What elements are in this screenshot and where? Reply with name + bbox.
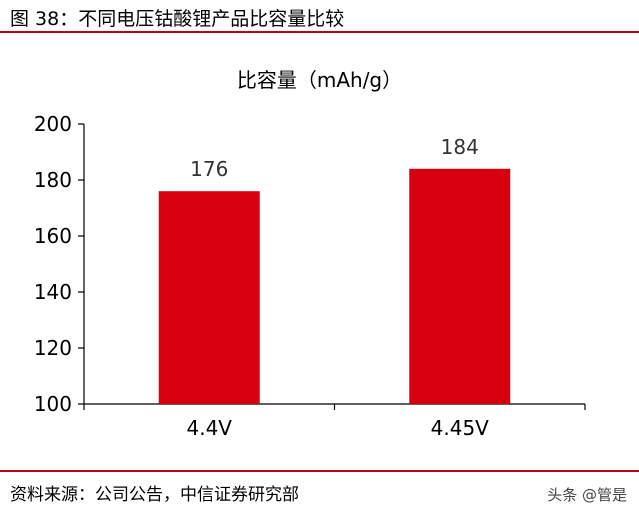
- figure-title: 图 38：不同电压钴酸锂产品比容量比较: [10, 8, 345, 30]
- bar-chart: 100 120 140 160 180 200 176 4.4V 184 4.45V: [34, 112, 586, 440]
- x-tick-label: 4.4V: [187, 416, 233, 440]
- y-tick-label: 100: [34, 392, 72, 416]
- chart-title: 比容量（mAh/g）: [236, 68, 403, 92]
- bar: [409, 168, 511, 404]
- bar-value-label: 184: [441, 135, 479, 159]
- y-tick-label: 160: [34, 224, 72, 248]
- x-tick-label: 4.45V: [431, 416, 490, 440]
- y-tick-label: 120: [34, 336, 72, 360]
- y-tick-label: 180: [34, 168, 72, 192]
- watermark: 头条 @管是: [547, 486, 627, 504]
- bar: [158, 191, 260, 404]
- source-note: 资料来源：公司公告，中信证券研究部: [10, 485, 299, 505]
- y-tick-label: 140: [34, 280, 72, 304]
- top-rule: [0, 31, 639, 33]
- y-tick-label: 200: [34, 112, 72, 136]
- bottom-rule: [0, 470, 639, 472]
- bar-value-label: 176: [190, 157, 228, 181]
